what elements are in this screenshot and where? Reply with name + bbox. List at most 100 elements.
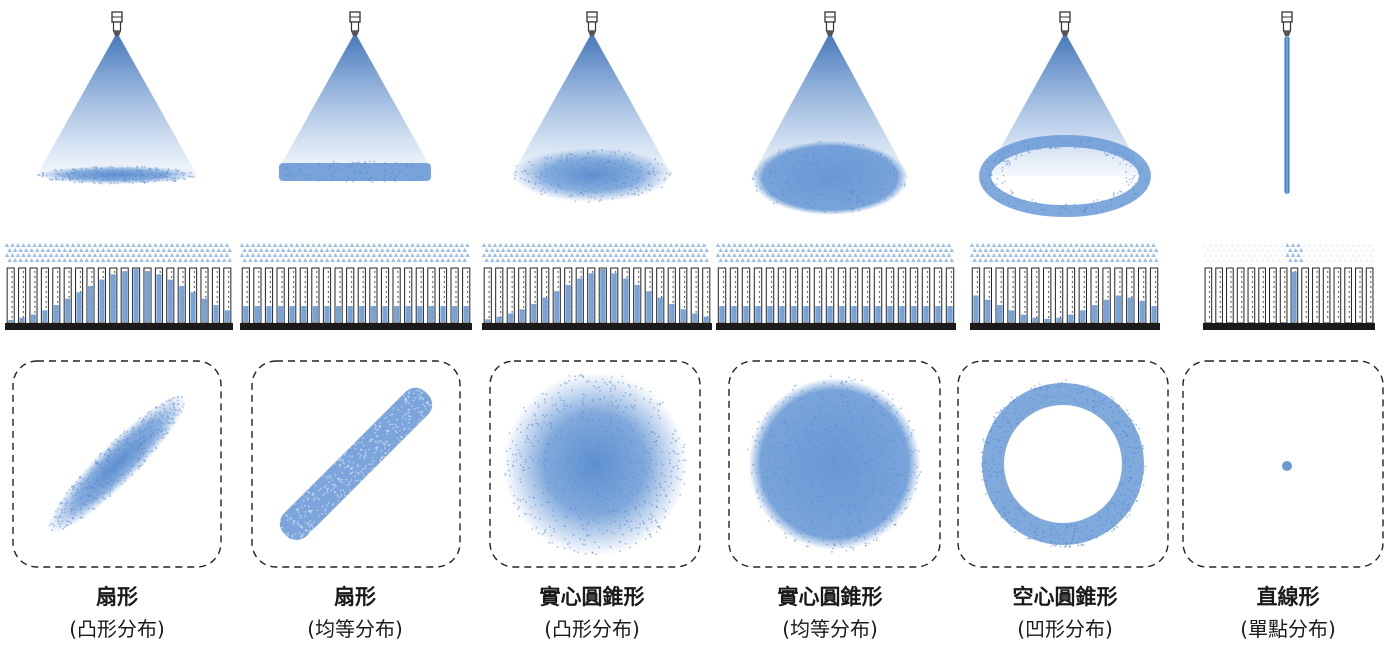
collected-liquid [122,271,128,322]
caption-full-cone-even: 實心圓錐形 (均等分布) [730,583,930,643]
collection-tube [97,267,106,324]
disc-pattern-icon [503,372,687,556]
collection-tube [40,267,49,324]
distribution-label: (凸形分布) [544,617,640,641]
pattern-name: 實心圓錐形 [539,585,645,609]
collection-tube [299,267,308,324]
collection-tube [253,267,262,324]
collection-tube [154,267,163,324]
collected-liquid [899,306,905,322]
caption-solid-stream: 直線形 (單點分布) [1188,583,1387,643]
collection-tube [1066,267,1076,324]
collected-liquid [600,269,606,322]
collection-tube [346,267,355,324]
tube-array-icon [4,243,233,330]
collection-tube [1149,267,1159,324]
collection-tube [506,267,515,324]
collected-liquid [144,271,151,322]
collected-liquid [731,306,737,322]
droplet-band [1202,243,1375,262]
collection-tube [633,267,642,324]
collection-tube [552,267,561,324]
collection-tube [166,267,175,324]
spray-column-flat-even [239,11,472,568]
collection-tube [825,267,835,324]
collection-tube [311,267,320,324]
collected-liquid [485,319,491,322]
collection-tube [1236,267,1245,324]
collected-liquid [8,319,14,322]
spray-column-hollow-cone-concave [957,11,1169,568]
collection-tube [753,267,763,324]
collected-liquid [190,292,196,322]
collected-liquid [266,306,272,322]
collected-liquid [440,306,446,322]
collection-tube [264,267,274,324]
collected-liquid [289,306,295,322]
collected-liquid [201,298,208,322]
collected-liquid [719,306,725,322]
collection-tube [1312,267,1320,324]
collection-tube [109,267,118,324]
collection-tube [575,267,584,324]
collected-liquid [519,309,525,322]
collected-liquid [657,297,663,322]
collection-tube [211,267,220,324]
collected-liquid [803,306,809,322]
droplet-band [481,243,709,262]
pattern-name: 直線形 [1256,585,1320,609]
collection-tube [380,267,390,324]
droplet-band [4,243,232,262]
tube-rack-base [970,323,1160,330]
dot-pattern-icon [1282,461,1292,471]
collected-liquid [463,306,469,322]
collection-tube [177,267,186,324]
collected-liquid [531,303,537,322]
collected-liquid [703,316,709,322]
collection-tube [450,267,459,324]
tube-rack-base [482,323,712,330]
pattern-frame [728,360,941,568]
collected-liquid [324,306,330,322]
collected-liquid [347,306,353,322]
tube-array-icon [481,243,712,330]
spray-cone-icon [979,36,1151,217]
stream-jet-icon [1284,36,1290,194]
collection-tube [1269,267,1277,324]
collection-tube [462,267,471,324]
collected-liquid [611,273,617,322]
collection-tube [1215,267,1223,324]
nozzle-icon [1059,11,1071,36]
collection-tube [1279,267,1288,324]
caption-flat-even: 扇形 (均等分布) [255,583,455,643]
collected-liquid [542,297,548,322]
nozzle-icon [111,11,123,36]
collected-liquid [680,309,686,322]
collection-tube [132,267,141,324]
collection-tube [334,267,343,324]
collected-liquid [947,306,953,322]
collection-tube [6,267,15,324]
collected-liquid [243,306,249,322]
collection-tube [1054,267,1064,324]
distribution-label: (單點分布) [1240,617,1336,641]
collected-liquid [87,285,94,322]
collected-liquid [336,306,342,322]
spray-footprint [279,160,431,183]
collection-tube [483,267,492,324]
collection-tube [933,267,943,324]
collection-tube [945,267,955,324]
collection-tube [1078,267,1087,324]
collection-tube [801,267,811,324]
collection-tube [1344,267,1352,324]
collected-liquid [99,279,105,322]
collection-tube [1258,267,1266,324]
collection-tube [357,267,366,324]
collection-tube [644,267,653,324]
collection-tube [86,267,95,324]
collected-liquid [301,306,307,322]
collection-tube [288,267,297,324]
droplet-band [715,243,954,262]
collection-tube [690,267,699,324]
